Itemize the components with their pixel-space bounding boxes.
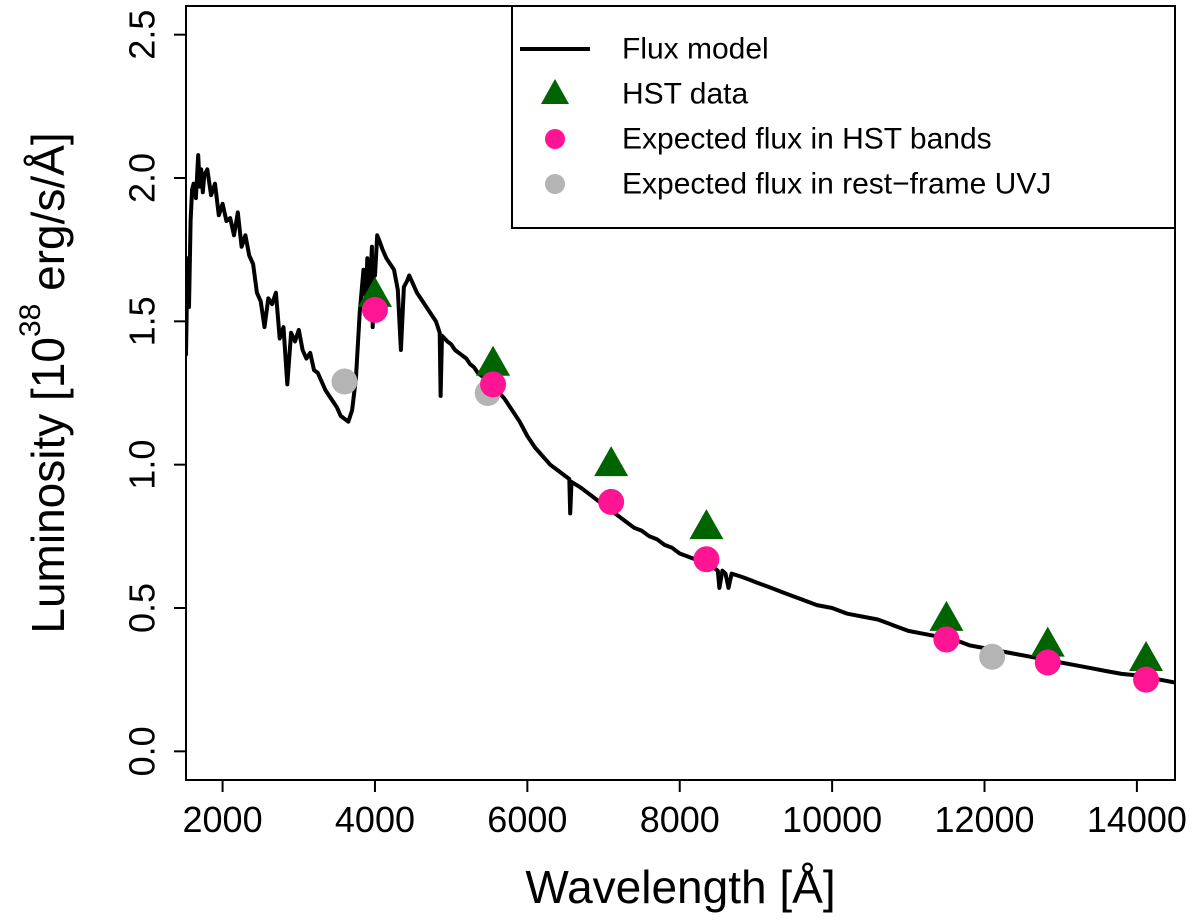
y-tick-label: 1.5	[122, 296, 163, 346]
y-axis-title: Luminosity [1038 erg/s/Å]	[14, 132, 75, 633]
x-tick-label: 8000	[640, 799, 720, 840]
hst-data-point	[1030, 626, 1065, 657]
hst-data-point	[594, 446, 629, 477]
y-tick-label: 2.5	[122, 10, 163, 60]
hst-expected-point	[361, 296, 388, 323]
hst-data-point	[1129, 641, 1164, 671]
y-tick-label: 1.0	[122, 440, 163, 490]
x-tick-label: 10000	[782, 799, 882, 840]
x-tick-label: 6000	[487, 799, 567, 840]
legend-triangle-symbol	[541, 79, 569, 104]
y-tick-label: 0.0	[122, 726, 163, 776]
plot-area	[186, 153, 1175, 693]
hst-expected-point	[933, 626, 960, 653]
x-tick-label: 12000	[934, 799, 1034, 840]
hst-expected-point	[480, 371, 507, 398]
legend-label: Expected flux in rest−frame UVJ	[622, 168, 1051, 201]
y-tick-label: 2.0	[122, 153, 163, 203]
hst-data-point	[357, 276, 392, 307]
hst-data-point	[689, 509, 724, 540]
legend: Flux model HST data Expected flux in HST b…	[511, 5, 1176, 229]
hst-data-point	[476, 345, 511, 376]
hst-data-point	[929, 600, 964, 631]
axes: 2000 4000 6000 8000 10000 12000 14000 0.0 0.5 1.0…	[14, 5, 1187, 913]
x-tick-label: 4000	[335, 799, 415, 840]
y-tick-label: 0.5	[122, 583, 163, 633]
legend-circle-symbol	[545, 129, 565, 149]
flux-model-line	[186, 153, 1175, 685]
x-tick-label: 2000	[183, 799, 263, 840]
hst-expected-point	[693, 546, 720, 573]
legend-circle-symbol	[545, 174, 565, 194]
x-tick-label: 14000	[1087, 799, 1187, 840]
hst-expected-point	[1133, 666, 1160, 693]
hst-expected-point	[598, 488, 625, 515]
uvj-expected-point	[331, 368, 358, 395]
legend-label: Flux model	[622, 33, 769, 66]
legend-label: HST data	[622, 78, 748, 111]
uvj-expected-point	[979, 643, 1006, 670]
legend-label: Expected flux in HST bands	[622, 123, 992, 156]
x-axis-title: Wavelength [Å]	[525, 861, 835, 913]
hst-expected-point	[1034, 649, 1061, 676]
legend-box	[511, 5, 1176, 229]
